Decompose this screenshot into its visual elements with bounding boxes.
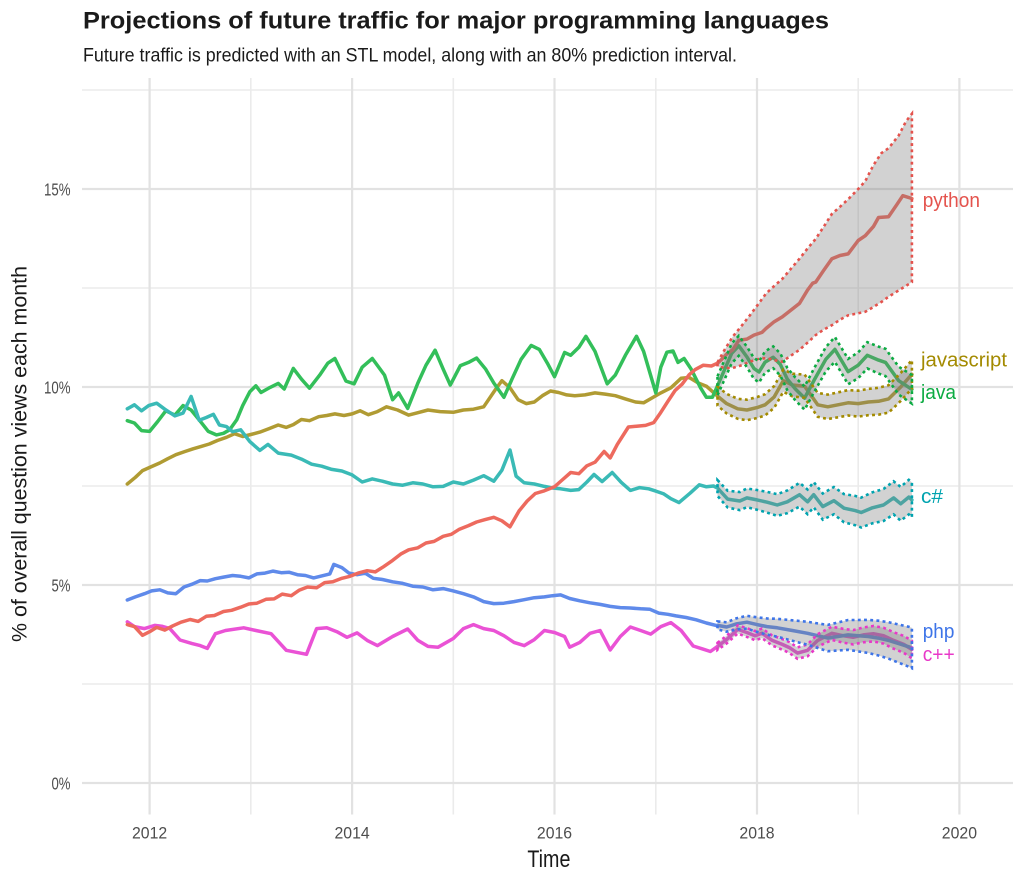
svg-text:java: java [920,382,957,404]
svg-text:Time: Time [527,846,570,873]
svg-text:Projections of future traffic: Projections of future traffic for major … [83,8,829,35]
svg-text:15%: 15% [44,179,71,199]
svg-text:python: python [923,190,980,212]
svg-text:10%: 10% [44,377,71,397]
svg-text:0%: 0% [52,773,71,793]
svg-text:2012: 2012 [132,825,167,843]
svg-text:5%: 5% [52,575,71,595]
svg-text:c#: c# [921,486,944,508]
svg-text:c++: c++ [923,644,955,666]
svg-text:Future traffic is predicted wi: Future traffic is predicted with an STL … [83,45,737,67]
svg-text:php: php [923,621,955,643]
svg-text:javascript: javascript [920,350,1007,372]
svg-text:% of overall question views ea: % of overall question views each month [9,266,32,642]
svg-text:2016: 2016 [537,825,572,843]
svg-text:2014: 2014 [335,825,370,843]
svg-text:2018: 2018 [739,825,774,843]
svg-text:2020: 2020 [942,825,977,843]
